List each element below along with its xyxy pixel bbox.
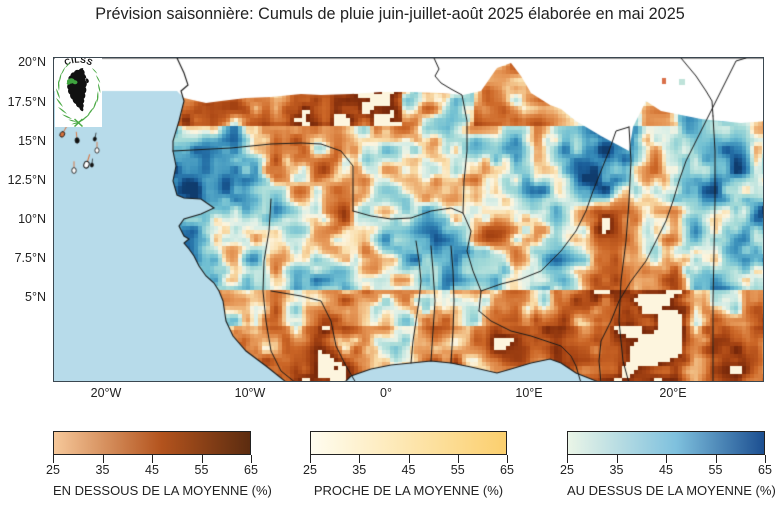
svg-text:CILSS: CILSS (63, 58, 95, 68)
